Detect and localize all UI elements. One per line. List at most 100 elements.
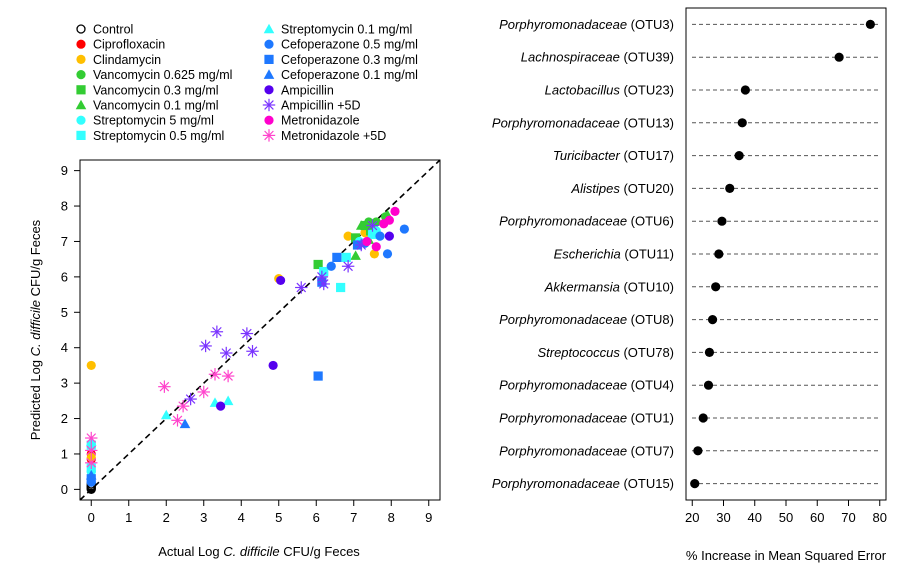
data-point [160,409,172,420]
legend-label: Ampicillin [281,83,334,97]
row-label: Porphyromonadaceae (OTU4) [499,378,674,393]
x-tick-label: 30 [716,510,730,525]
data-point [276,275,286,286]
data-point [315,270,329,284]
data-point [382,249,393,259]
legend-marker [76,130,86,140]
legend-item-vancomycin-0-625-mg-ml: Vancomycin 0.625 mg/ml [76,68,232,82]
scatter-plot-area [79,159,441,501]
legend-marker [76,115,86,125]
scatter-points [85,206,409,495]
legend-label: Ampicillin +5D [281,99,361,113]
dot-row: Porphyromonadaceae (OTU7) [499,443,880,458]
legend-marker [76,39,86,49]
importance-dot [711,282,721,292]
dot-x-axis-label: % Increase in Mean Squared Error [686,548,887,563]
x-tick-label: 70 [841,510,855,525]
row-label: Porphyromonadaceae (OTU13) [492,115,674,130]
dot-row: Alistipes (OTU20) [570,181,880,196]
row-label: Lachnospiraceae (OTU39) [521,50,674,65]
legend-marker [264,85,274,95]
y-tick-label: 9 [61,163,68,178]
legend-item-streptomycin-0-1-mg-ml: Streptomycin 0.1 mg/ml [263,23,412,37]
data-point [85,444,98,457]
legend-marker [262,98,276,112]
legend-label: Vancomycin 0.625 mg/ml [93,68,232,82]
dot-rows: Porphyromonadaceae (OTU3) Lachnospiraceae… [492,17,880,491]
x-tick-label: 7 [350,510,357,525]
legend-item-control: Control [76,23,133,37]
data-point [332,252,342,262]
x-tick-label: 80 [873,510,887,525]
data-point [158,380,171,393]
dot-row: Porphyromonadaceae (OTU3) [499,17,880,32]
data-point [343,231,353,241]
data-point [355,220,367,230]
legend-label: Cefoperazone 0.5 mg/ml [281,38,418,52]
importance-dot-chart: Porphyromonadaceae (OTU3) Lachnospiraceae… [492,7,887,563]
legend-marker [263,23,275,34]
x-tick-label: 5 [275,510,282,525]
legend-marker [264,39,274,49]
legend-label: Streptomycin 0.1 mg/ml [281,23,412,37]
importance-dot [693,446,703,456]
legend-item-vancomycin-0-3-mg-ml: Vancomycin 0.3 mg/ml [76,83,219,97]
importance-dot [740,85,750,95]
dot-row: Turicibacter (OTU17) [553,148,880,163]
series-metronidazole [362,206,400,252]
legend-marker [75,99,87,110]
data-point [240,327,254,340]
legend-item-streptomycin-0-5-mg-ml: Streptomycin 0.5 mg/ml [76,129,224,143]
importance-dot [704,347,715,357]
x-tick-label: 9 [425,510,432,525]
data-point [367,229,378,239]
scatter-x-axis-label: Actual Log C. difficile CFU/g Feces [158,544,360,559]
legend-label: Cefoperazone 0.3 mg/ml [281,53,418,67]
y-tick-label: 4 [61,340,68,355]
series-ampicillin [216,231,394,411]
legend-item-streptomycin-5-mg-ml: Streptomycin 5 mg/ml [76,114,214,128]
legend-item-metronidazole: Metronidazole [264,114,360,128]
data-point [210,325,224,338]
row-label: Akkermansia (OTU10) [544,279,674,294]
legend-marker [264,115,274,125]
data-point [399,224,409,234]
legend-label: Ciprofloxacin [93,38,165,52]
importance-dot [734,151,744,161]
x-tick-label: 8 [388,510,395,525]
y-tick-label: 8 [61,199,68,214]
x-tick-label: 4 [238,510,245,525]
legend-marker [264,54,274,64]
dot-row: Porphyromonadaceae (OTU13) [492,115,880,130]
data-point [313,371,323,381]
x-tick-label: 6 [313,510,320,525]
data-point [350,250,361,260]
data-point [197,385,210,399]
legend-label: Metronidazole [281,114,360,128]
y-tick-label: 3 [61,376,68,391]
x-tick-label: 40 [748,510,762,525]
data-point [221,369,235,383]
legend-item-metronidazole-5d: Metronidazole +5D [262,129,386,143]
legend-label: Vancomycin 0.3 mg/ml [93,83,219,97]
series-metronidazole-5d [85,368,235,470]
dot-row: Porphyromonadaceae (OTU4) [499,378,880,393]
row-label: Porphyromonadaceae (OTU7) [499,443,674,458]
importance-dot [717,216,727,226]
data-point [171,414,184,427]
importance-dot [707,315,718,325]
x-tick-label: 60 [810,510,824,525]
y-tick-label: 0 [61,482,68,497]
legend-label: Clindamycin [93,53,161,67]
row-label: Porphyromonadaceae (OTU15) [492,476,674,491]
x-tick-label: 2 [163,510,170,525]
data-point [360,220,370,231]
importance-dot [698,413,708,423]
importance-dot [834,52,844,62]
data-point [351,233,361,243]
data-point [390,206,400,216]
legend-marker [263,69,275,79]
series-cefoperazone-0-1-mg-ml [85,418,191,480]
data-point [85,456,98,470]
scatter-axes: 0 1 2 3 4 5 6 7 8 9 0 1 2 3 4 5 6 7 8 9 [61,163,433,525]
